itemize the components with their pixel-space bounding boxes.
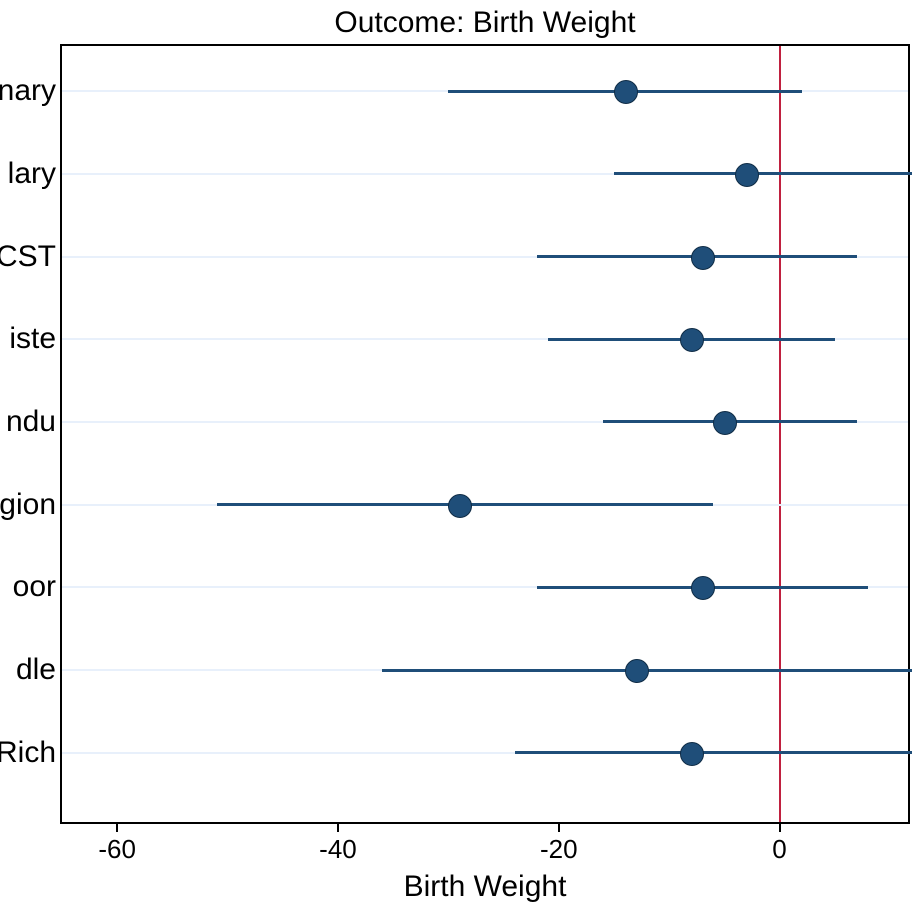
y-tick-label: ndu <box>6 405 62 439</box>
point-marker <box>680 328 704 352</box>
y-tick-label: CST <box>0 240 62 274</box>
point-marker <box>713 411 737 435</box>
point-marker <box>735 163 759 187</box>
x-tick-label: -20 <box>540 822 578 865</box>
chart-title: Outcome: Birth Weight <box>60 6 910 40</box>
y-tick-label: Rich <box>0 736 62 770</box>
point-marker <box>691 576 715 600</box>
point-marker <box>691 246 715 270</box>
point-marker <box>614 80 638 104</box>
point-marker <box>448 494 472 518</box>
point-marker <box>680 742 704 766</box>
y-tick-label: gion <box>0 488 62 522</box>
y-tick-label: oor <box>13 570 62 604</box>
y-tick-label: dle <box>16 653 62 687</box>
x-tick-label: 0 <box>772 822 786 865</box>
x-tick-label: -40 <box>319 822 357 865</box>
x-tick-label: -60 <box>98 822 136 865</box>
ci-bar <box>515 751 912 754</box>
point-marker <box>625 659 649 683</box>
y-tick-label: nary <box>0 74 62 108</box>
y-tick-label: iste <box>9 322 62 356</box>
x-axis-label: Birth Weight <box>60 870 910 904</box>
plot-area: narylaryCSTistendugionoordleRich-60-40-2… <box>60 44 910 824</box>
y-tick-label: lary <box>8 157 62 191</box>
reference-line <box>779 46 781 822</box>
ci-bar <box>614 172 912 175</box>
